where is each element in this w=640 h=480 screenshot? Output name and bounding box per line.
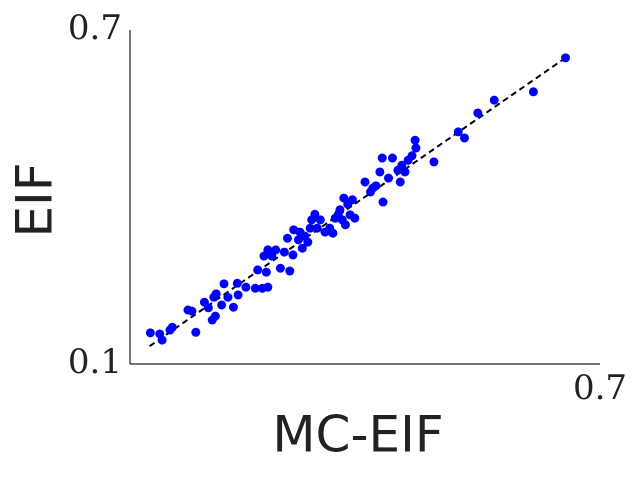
point [263, 282, 273, 292]
point [271, 245, 281, 255]
point [233, 290, 243, 300]
point [384, 173, 393, 183]
point [211, 289, 221, 299]
point [310, 209, 320, 219]
point [407, 151, 417, 161]
point [473, 108, 483, 118]
point [223, 292, 233, 302]
point [459, 133, 469, 143]
point [528, 87, 538, 97]
point [253, 265, 263, 275]
reference-line [149, 57, 567, 348]
point [312, 223, 322, 233]
x-axis-label: MC-EIF [272, 406, 443, 464]
point [303, 237, 313, 247]
point [228, 302, 238, 312]
y-axis-label: EIF [6, 162, 64, 237]
point [187, 306, 197, 316]
point [261, 267, 271, 277]
point [232, 278, 242, 288]
y-tick-label: 0.7 [68, 8, 122, 48]
point [210, 311, 220, 321]
point [371, 181, 381, 191]
point [561, 53, 571, 63]
point [347, 195, 357, 205]
point [191, 327, 201, 337]
point [288, 250, 298, 260]
point [410, 135, 420, 145]
point [395, 177, 405, 187]
point [279, 247, 289, 257]
point [350, 213, 360, 223]
point [305, 223, 315, 233]
point [429, 157, 439, 167]
point [145, 328, 155, 338]
point [400, 167, 410, 177]
point [167, 322, 177, 332]
point [328, 228, 338, 238]
point [340, 220, 350, 230]
point [241, 282, 251, 292]
point [275, 263, 285, 273]
point [397, 160, 407, 170]
point [360, 177, 370, 187]
point [250, 283, 260, 293]
point [285, 266, 295, 276]
point [217, 300, 227, 310]
point [157, 335, 167, 345]
point [282, 233, 292, 243]
point [297, 243, 307, 253]
point [378, 197, 388, 207]
point [203, 303, 213, 313]
point [411, 143, 421, 153]
point [489, 95, 499, 105]
point [377, 153, 387, 163]
point [219, 279, 229, 289]
point [335, 205, 345, 215]
x-tick-label: 0.7 [573, 368, 627, 408]
point [375, 167, 385, 177]
y-tick-label: 0.1 [68, 342, 122, 382]
point [387, 153, 397, 163]
point [315, 215, 325, 225]
point [453, 127, 463, 137]
